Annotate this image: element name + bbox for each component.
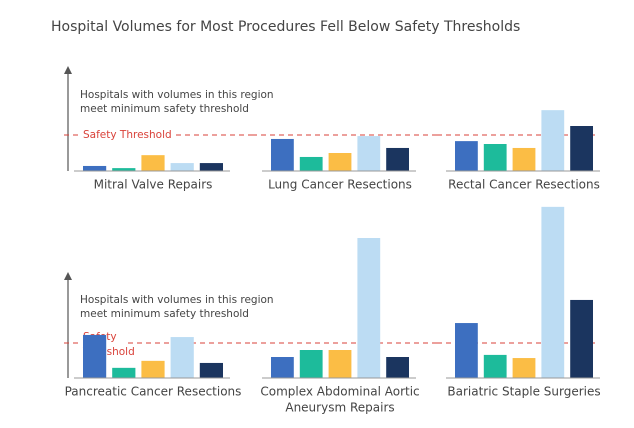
bar bbox=[299, 156, 323, 171]
bar bbox=[570, 299, 593, 378]
bar bbox=[328, 153, 352, 171]
threshold-label: Safety Threshold bbox=[83, 129, 172, 141]
panel-title: Pancreatic Cancer Resections bbox=[65, 385, 242, 399]
bar bbox=[386, 357, 409, 378]
bar bbox=[141, 155, 165, 171]
bar bbox=[83, 334, 107, 378]
annotation: meet minimum safety threshold bbox=[80, 103, 249, 115]
bar bbox=[170, 337, 194, 378]
bar bbox=[386, 147, 409, 171]
bar bbox=[112, 168, 136, 171]
bar bbox=[570, 126, 593, 171]
bar bbox=[112, 367, 136, 378]
bar bbox=[299, 350, 323, 378]
bar bbox=[141, 360, 165, 378]
bar bbox=[483, 144, 507, 171]
panel-title: Bariatric Staple Surgeries bbox=[447, 385, 600, 399]
panel-title: Rectal Cancer Resections bbox=[448, 178, 600, 192]
bar bbox=[170, 163, 194, 171]
bar bbox=[512, 147, 536, 171]
page-title: Hospital Volumes for Most Procedures Fel… bbox=[51, 19, 520, 35]
bar bbox=[271, 357, 294, 378]
annotation: Hospitals with volumes in this region bbox=[80, 294, 274, 306]
arrow-head bbox=[64, 272, 72, 280]
annotation: meet minimum safety threshold bbox=[80, 308, 249, 320]
bar bbox=[199, 362, 223, 378]
bar bbox=[455, 141, 478, 171]
bar bbox=[541, 110, 565, 171]
bar bbox=[455, 323, 478, 378]
bar bbox=[541, 206, 565, 378]
bar bbox=[199, 163, 223, 171]
panel-title: Mitral Valve Repairs bbox=[94, 178, 213, 192]
bar bbox=[83, 165, 107, 171]
bar bbox=[357, 238, 381, 378]
bar bbox=[271, 138, 294, 171]
bar bbox=[512, 358, 536, 378]
bar bbox=[357, 136, 381, 171]
panel-title: Lung Cancer Resections bbox=[268, 178, 412, 192]
arrow-head bbox=[64, 66, 72, 74]
panel-title: Aneurysm Repairs bbox=[285, 401, 394, 415]
panel-title: Complex Abdominal Aortic bbox=[260, 385, 419, 399]
bar bbox=[328, 350, 352, 378]
bar bbox=[483, 354, 507, 378]
annotation: Hospitals with volumes in this region bbox=[80, 89, 274, 101]
